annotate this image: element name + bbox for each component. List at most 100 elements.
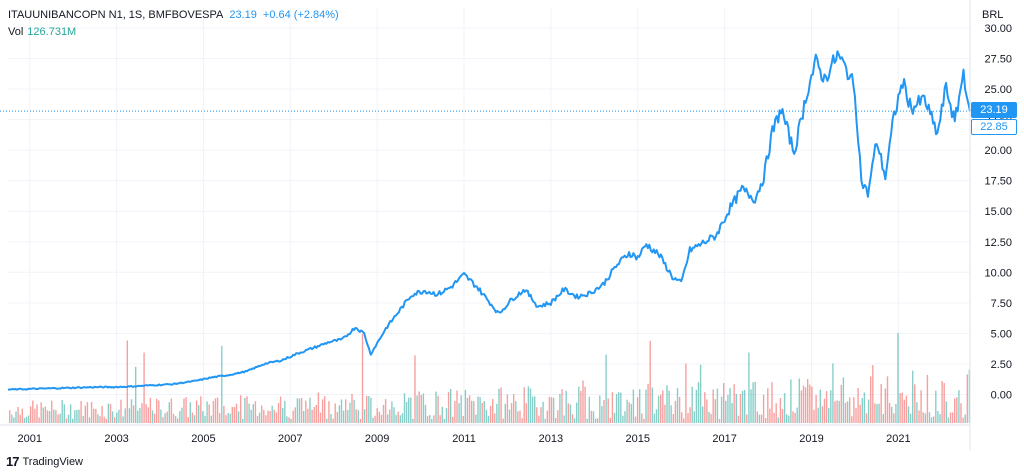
volume-bar xyxy=(880,384,882,423)
volume-bar xyxy=(943,383,945,423)
volume-bar xyxy=(775,403,777,423)
volume-bar xyxy=(78,409,80,423)
volume-bar xyxy=(36,404,38,423)
volume-bar xyxy=(179,411,181,423)
x-tick-label: 2015 xyxy=(626,433,650,445)
volume-bar xyxy=(183,398,185,423)
volume-bar xyxy=(122,416,124,423)
volume-bar xyxy=(737,415,740,423)
volume-bar xyxy=(582,380,584,423)
volume-bar xyxy=(174,416,177,423)
volume-bar xyxy=(233,407,236,423)
volume-bar xyxy=(244,397,246,423)
volume-bar xyxy=(86,402,89,423)
volume-bar xyxy=(767,388,769,423)
volume-bar xyxy=(895,403,897,423)
volume-bar xyxy=(874,403,876,423)
volume-bar xyxy=(93,408,95,423)
volume-bar xyxy=(790,379,792,423)
volume-bar xyxy=(760,414,763,423)
volume-bar xyxy=(292,410,294,423)
volume-bar xyxy=(674,400,677,423)
volume-bar xyxy=(954,398,956,423)
volume-bar xyxy=(859,404,861,423)
symbol-title[interactable]: ITAUUNIBANCOPN N1, 1S, BMFBOVESPA xyxy=(8,9,224,21)
volume-bar xyxy=(162,417,164,423)
x-tick-label: 2019 xyxy=(799,433,823,445)
volume-bar xyxy=(290,418,292,423)
volume-bar xyxy=(592,411,595,423)
volume-bar xyxy=(590,410,593,423)
volume-bar xyxy=(382,404,385,423)
volume-bar xyxy=(120,399,122,423)
volume-bar xyxy=(460,395,462,423)
volume-bar xyxy=(454,401,456,423)
volume-bar xyxy=(498,388,500,423)
volume-bar xyxy=(229,413,231,423)
volume-bar xyxy=(303,410,305,423)
y-tick-label: 15.00 xyxy=(984,206,1012,218)
volume-bar xyxy=(561,389,563,423)
volume-bar xyxy=(964,414,966,423)
volume-bar xyxy=(132,405,135,423)
volume-bar xyxy=(840,384,842,423)
volume-bar xyxy=(90,402,93,423)
volume-bar xyxy=(19,414,21,423)
volume-bar xyxy=(594,418,597,423)
volume-bar xyxy=(424,404,427,423)
volume-bar xyxy=(216,397,219,423)
volume-bar xyxy=(502,418,504,423)
volume-bar xyxy=(609,417,611,423)
volume-bar xyxy=(204,416,206,423)
volume-bar xyxy=(515,401,517,423)
volume-bar xyxy=(231,406,233,423)
volume-bar xyxy=(114,417,116,423)
volume-bar xyxy=(479,397,481,423)
volume-bar xyxy=(771,382,773,423)
volume-bar xyxy=(613,412,616,423)
volume-bar xyxy=(636,397,639,423)
volume-bar xyxy=(397,411,399,423)
volume-bar xyxy=(288,417,290,423)
volume-bar xyxy=(945,401,947,423)
volume-bar xyxy=(605,354,607,423)
currency-label[interactable]: BRL xyxy=(982,9,1004,21)
volume-bar xyxy=(517,411,519,423)
volume-bar xyxy=(607,398,609,423)
price-line-layer xyxy=(0,50,971,391)
volume-bar xyxy=(571,414,574,423)
volume-bar xyxy=(23,418,26,423)
volume-bar xyxy=(500,387,502,423)
volume-bar xyxy=(651,387,653,423)
volume-bar xyxy=(32,400,34,423)
y-tick-label: 10.00 xyxy=(984,267,1012,279)
volume-bar xyxy=(128,408,131,423)
volume-bar xyxy=(450,388,452,423)
volume-bar xyxy=(372,417,374,423)
y-tick-label: 25.00 xyxy=(984,84,1012,96)
volume-label[interactable]: Vol xyxy=(8,26,24,38)
tradingview-logo[interactable]: 17 TradingView xyxy=(6,454,83,469)
volume-bar xyxy=(817,407,819,423)
volume-bar xyxy=(416,395,418,423)
volume-bar xyxy=(158,400,160,423)
volume-bar xyxy=(487,415,490,423)
axis-layer: 30.0027.5025.0022.5020.0017.5015.0012.50… xyxy=(0,0,1012,450)
y-tick-label: 27.50 xyxy=(984,54,1012,66)
volume-bar xyxy=(489,406,492,423)
y-tick-label: 17.50 xyxy=(984,176,1012,188)
volume-bar xyxy=(653,413,656,423)
volume-bar xyxy=(88,417,91,423)
volume-bar xyxy=(903,399,905,423)
volume-bar xyxy=(756,411,758,423)
volume-bar xyxy=(842,377,845,423)
y-tick-label: 0.00 xyxy=(991,389,1012,401)
volume-bar xyxy=(99,416,101,423)
volume-bar xyxy=(265,415,267,423)
volume-bar xyxy=(395,414,397,423)
volume-bar xyxy=(781,409,784,423)
volume-bar xyxy=(380,414,383,423)
volume-bar xyxy=(727,394,729,423)
volume-bar xyxy=(754,381,756,423)
volume-bar xyxy=(376,408,378,423)
